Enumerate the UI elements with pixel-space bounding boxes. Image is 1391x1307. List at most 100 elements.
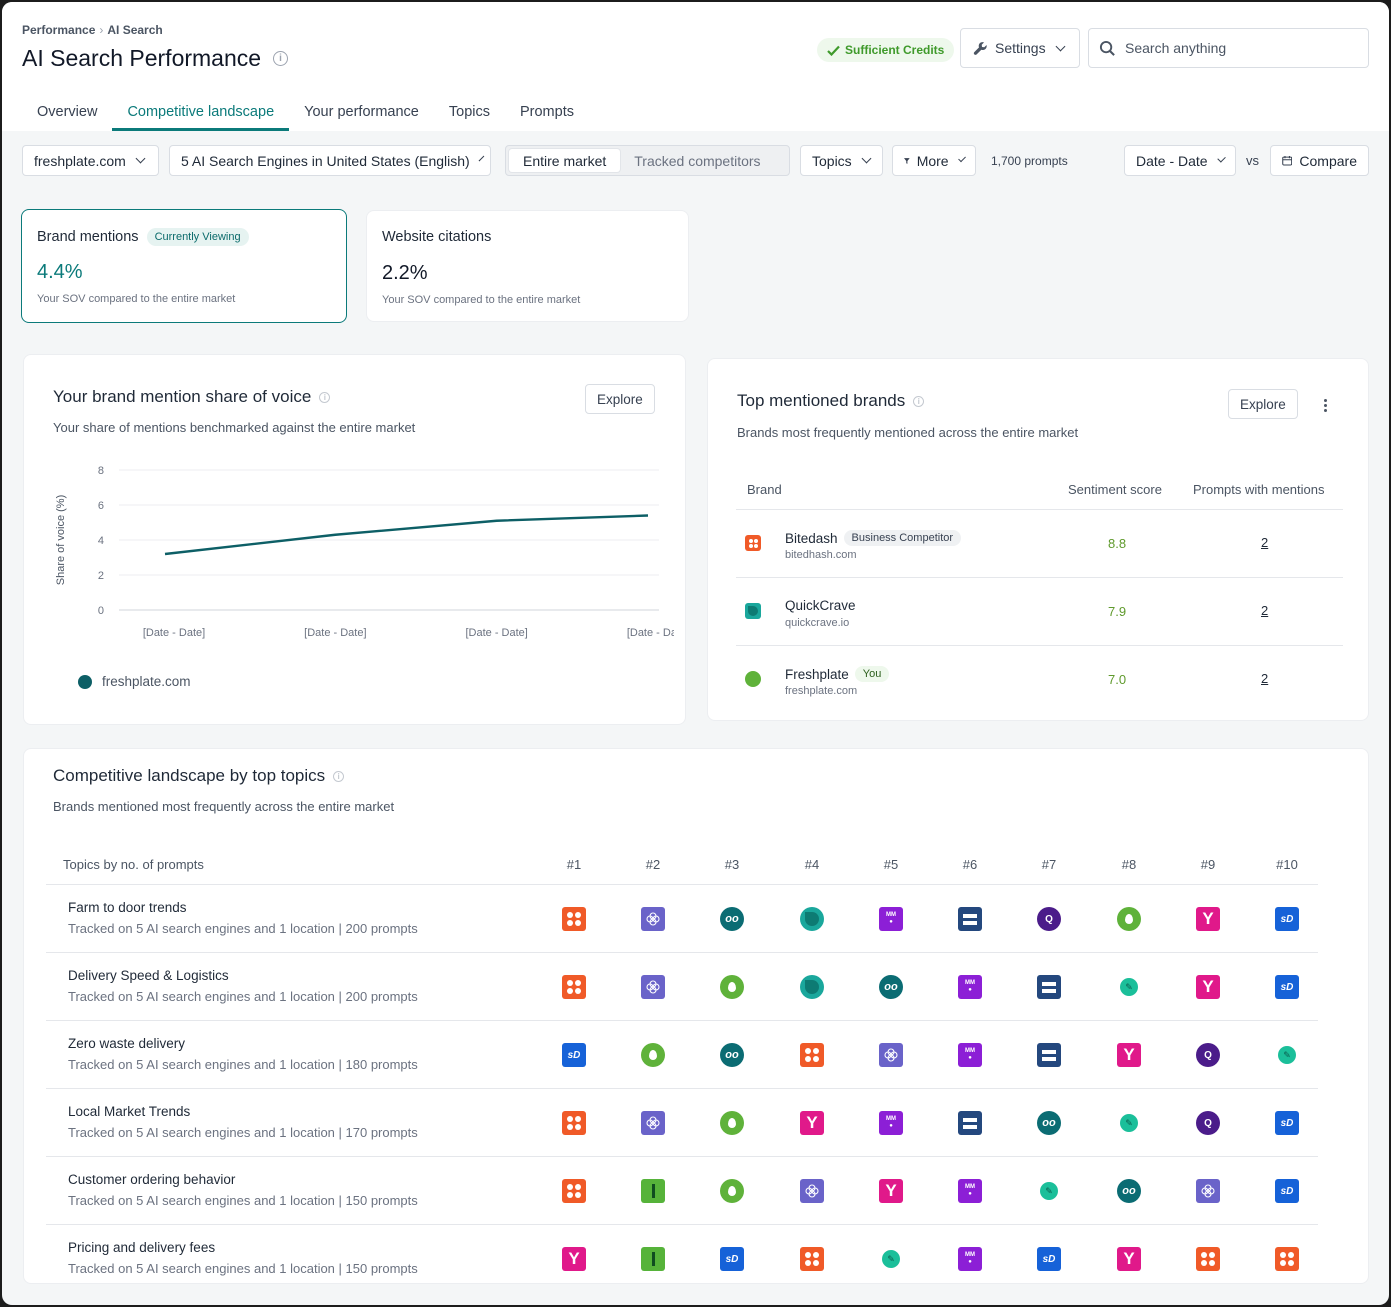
page-title-text: AI Search Performance: [22, 45, 262, 71]
topics-filter[interactable]: Topics: [800, 145, 883, 176]
domain-select[interactable]: freshplate.com: [22, 145, 159, 176]
topic-row[interactable]: Pricing and delivery fees Tracked on 5 AI…: [46, 1224, 1318, 1292]
entire-market-option[interactable]: Entire market: [509, 149, 621, 172]
brand-tag: Business Competitor: [843, 530, 962, 546]
engines-select[interactable]: 5 AI Search Engines in United States (En…: [169, 145, 491, 176]
tab-prompts[interactable]: Prompts: [519, 104, 574, 120]
brand-row[interactable]: Bitedash Business Competitor bitedhash.com…: [736, 509, 1343, 577]
settings-button[interactable]: Settings: [960, 28, 1080, 68]
topic-name: Customer ordering behavior: [68, 1172, 236, 1187]
brand-mentions-card[interactable]: Brand mentions Currently Viewing 4.4% You…: [21, 209, 347, 323]
legend-swatch: [78, 674, 92, 689]
date-select-value: Date - Date: [1136, 152, 1208, 169]
mm-logo-icon: MM ●: [879, 1111, 903, 1135]
bars-logo-icon: [958, 907, 982, 931]
info-icon[interactable]: i: [319, 391, 331, 403]
website-citations-card[interactable]: Website citations 2.2% Your SOV compared…: [366, 210, 689, 322]
sentiment-score: 7.0: [1108, 672, 1127, 687]
compare-button[interactable]: Compare: [1270, 145, 1369, 176]
card-title: Your brand mention share of voice i: [53, 387, 331, 407]
q-logo-icon: Q: [1196, 1043, 1220, 1067]
flower-logo-icon: [641, 975, 665, 999]
topic-details: Tracked on 5 AI search engines and 1 loc…: [68, 1057, 418, 1072]
bars-logo-icon: [958, 1111, 982, 1135]
topic-row[interactable]: Local Market Trends Tracked on 5 AI searc…: [46, 1088, 1318, 1156]
tab-topics[interactable]: Topics: [448, 104, 490, 120]
topic-row[interactable]: Zero waste delivery Tracked on 5 AI searc…: [46, 1020, 1318, 1088]
prompts-with-mentions-link[interactable]: 2: [1261, 535, 1269, 550]
kpi-value: 2.2%: [382, 262, 428, 284]
chart-legend: freshplate.com: [78, 674, 191, 689]
search-input[interactable]: Search anything: [1088, 28, 1369, 68]
bitedash-logo-icon: [745, 535, 761, 551]
topic-name: Local Market Trends: [68, 1104, 191, 1119]
tab-your-performance[interactable]: Your performance: [304, 104, 419, 120]
legend-label: freshplate.com: [102, 674, 191, 689]
explore-button[interactable]: Explore: [1228, 389, 1298, 419]
search-icon: [1099, 40, 1115, 56]
top-brands-card: Top mentioned brands i Brands most freque…: [707, 358, 1369, 721]
brand-row[interactable]: QuickCrave quickcrave.io 7.9 2: [736, 577, 1343, 645]
topic-row[interactable]: Customer ordering behavior Tracked on 5 A…: [46, 1156, 1318, 1224]
header: Performance › AI Search AI Search Perfor…: [2, 2, 1389, 190]
topic-row[interactable]: Delivery Speed & Logistics Tracked on 5 A…: [46, 952, 1318, 1020]
domain-select-value: freshplate.com: [34, 152, 126, 169]
brand-domain: freshplate.com: [785, 685, 858, 697]
tab-bar: Overview Competitive landscape Your perf…: [22, 94, 589, 131]
card-title-text: Your brand mention share of voice: [53, 387, 312, 406]
info-icon[interactable]: i: [333, 770, 345, 782]
bitedash-logo-icon: [562, 907, 586, 931]
chevron-down-icon: [1216, 154, 1226, 163]
rank-header: #8: [1121, 857, 1137, 872]
more-options-icon[interactable]: [1324, 399, 1328, 412]
kpi-subtitle: Your SOV compared to the entire market: [37, 293, 236, 305]
info-icon[interactable]: i: [273, 51, 289, 66]
chevron-down-icon: [1055, 41, 1066, 51]
x-tick-label: [Date - Date]: [627, 627, 674, 639]
more-filter[interactable]: More: [892, 145, 976, 176]
sd-logo-icon: sD: [1275, 1179, 1299, 1203]
breadcrumb: Performance › AI Search: [22, 23, 163, 37]
kpi-subtitle: Your SOV compared to the entire market: [382, 294, 581, 306]
topic-name: Zero waste delivery: [68, 1036, 186, 1051]
explore-button[interactable]: Explore: [585, 384, 655, 414]
y-tick-label: 8: [98, 465, 104, 477]
breadcrumb-item[interactable]: AI Search: [107, 23, 163, 37]
tracked-competitors-option[interactable]: Tracked competitors: [634, 152, 761, 169]
tab-overview[interactable]: Overview: [37, 104, 98, 120]
sd-logo-icon: sD: [1275, 907, 1299, 931]
search-placeholder: Search anything: [1125, 40, 1227, 56]
brand-name: Freshplate You: [785, 666, 890, 682]
chevron-down-icon: [861, 153, 872, 164]
compare-label: Compare: [1299, 152, 1357, 169]
freshplate-logo-icon: [1117, 907, 1141, 931]
bitedash-logo-icon: [1196, 1247, 1220, 1271]
prompts-with-mentions-link[interactable]: 2: [1261, 603, 1269, 618]
date-select[interactable]: Date - Date: [1124, 145, 1236, 176]
y-logo-icon: Y: [800, 1111, 824, 1135]
x-tick-label: [Date - Date]: [465, 627, 527, 639]
filter-icon: [904, 157, 910, 164]
brand-row[interactable]: Freshplate You freshplate.com 7.0 2: [736, 645, 1343, 713]
tab-competitive-landscape[interactable]: Competitive landscape: [112, 94, 289, 131]
check-icon: [827, 45, 840, 56]
flower-logo-icon: [800, 1179, 824, 1203]
topic-row[interactable]: Farm to door trends Tracked on 5 AI searc…: [46, 884, 1318, 952]
sd-logo-icon: sD: [720, 1247, 744, 1271]
y-logo-icon: Y: [1196, 907, 1220, 931]
q-logo-icon: Q: [1037, 907, 1061, 931]
brand-name-text: Bitedash: [785, 530, 838, 546]
flower-logo-icon: [879, 1043, 903, 1067]
calendar-icon: [1282, 156, 1293, 166]
prompts-with-mentions-link[interactable]: 2: [1261, 671, 1269, 686]
vs-label: vs: [1246, 153, 1259, 168]
rank-header: #2: [645, 857, 661, 872]
filter-bar: freshplate.com 5 AI Search Engines in Un…: [2, 131, 1389, 190]
card-title: Top mentioned brands i: [737, 391, 925, 411]
sentiment-score: 7.9: [1108, 604, 1127, 619]
card-subtitle: Brands most frequently mentioned across …: [737, 425, 1079, 440]
breadcrumb-item[interactable]: Performance: [22, 23, 96, 37]
column-header-sentiment: Sentiment score: [1068, 482, 1162, 497]
info-icon[interactable]: i: [913, 395, 925, 407]
